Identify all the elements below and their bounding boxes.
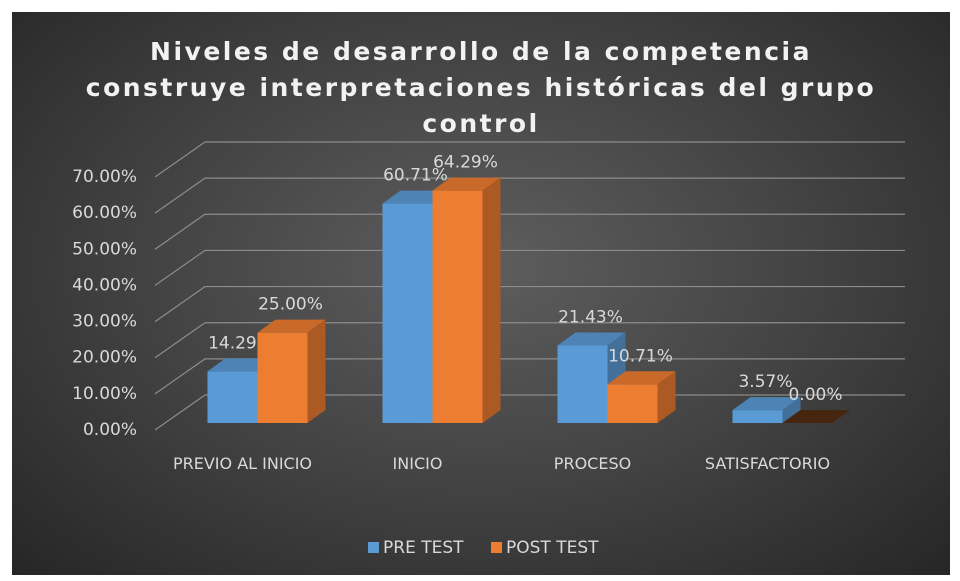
bar-front xyxy=(732,410,783,423)
value-label: 14.29% xyxy=(208,333,273,353)
grid-line xyxy=(154,249,905,286)
bar-side xyxy=(307,319,326,423)
bar-side xyxy=(782,397,801,423)
legend-swatch xyxy=(491,542,502,553)
y-tick-label: 30.00% xyxy=(72,312,137,332)
value-label: 60.71% xyxy=(383,166,448,186)
legend-swatch xyxy=(368,542,379,553)
bar-top xyxy=(257,319,326,333)
y-tick-label: 60.00% xyxy=(72,203,137,223)
bar-top xyxy=(607,371,676,385)
grid-line xyxy=(154,358,905,395)
bar-top xyxy=(782,410,851,423)
bar-front xyxy=(432,190,483,423)
x-tick-label: PREVIO AL INICIO xyxy=(172,454,313,473)
bar-side xyxy=(482,177,501,423)
y-tick-label: 10.00% xyxy=(72,384,137,404)
bar-top xyxy=(732,397,801,411)
value-label: 10.71% xyxy=(608,346,673,366)
legend-label: PRE TEST xyxy=(383,538,464,558)
value-label: 0.00% xyxy=(788,385,842,405)
grid-line xyxy=(154,285,905,323)
bar-top xyxy=(432,177,501,191)
chart-area: Niveles de desarrollo de la competencia … xyxy=(12,12,950,575)
y-tick-label: 0.00% xyxy=(83,420,137,440)
bar-front xyxy=(557,345,608,423)
y-tick-label: 50.00% xyxy=(72,239,137,259)
y-tick-label: 20.00% xyxy=(72,348,137,368)
bar-front xyxy=(607,384,658,423)
grid-line xyxy=(154,177,905,214)
x-tick-label: INICIO xyxy=(392,454,443,473)
value-label: 3.57% xyxy=(738,372,792,392)
y-tick-label: 40.00% xyxy=(72,275,137,295)
bar-front xyxy=(382,203,433,423)
y-tick-label: 70.00% xyxy=(72,167,137,187)
bar-front xyxy=(257,332,308,423)
value-label: 64.29% xyxy=(433,153,498,173)
bar-front xyxy=(207,371,258,423)
bar-top xyxy=(557,332,626,346)
grid-line xyxy=(154,141,905,178)
value-label: 25.00% xyxy=(258,295,323,315)
chart-title: Niveles de desarrollo de la competencia … xyxy=(85,37,877,138)
x-tick-label: SATISFACTORIO xyxy=(704,454,831,473)
grid-line xyxy=(154,213,905,250)
legend-label: POST TEST xyxy=(506,538,599,558)
chart: 0.00% 10.00% 20.00% 30.00% 40.00% 50.00% 60.00… xyxy=(72,141,905,558)
bar-side xyxy=(657,371,676,423)
grid-line xyxy=(154,322,905,359)
x-tick-label: PROCESO xyxy=(553,454,632,473)
value-label: 21.43% xyxy=(558,308,623,328)
